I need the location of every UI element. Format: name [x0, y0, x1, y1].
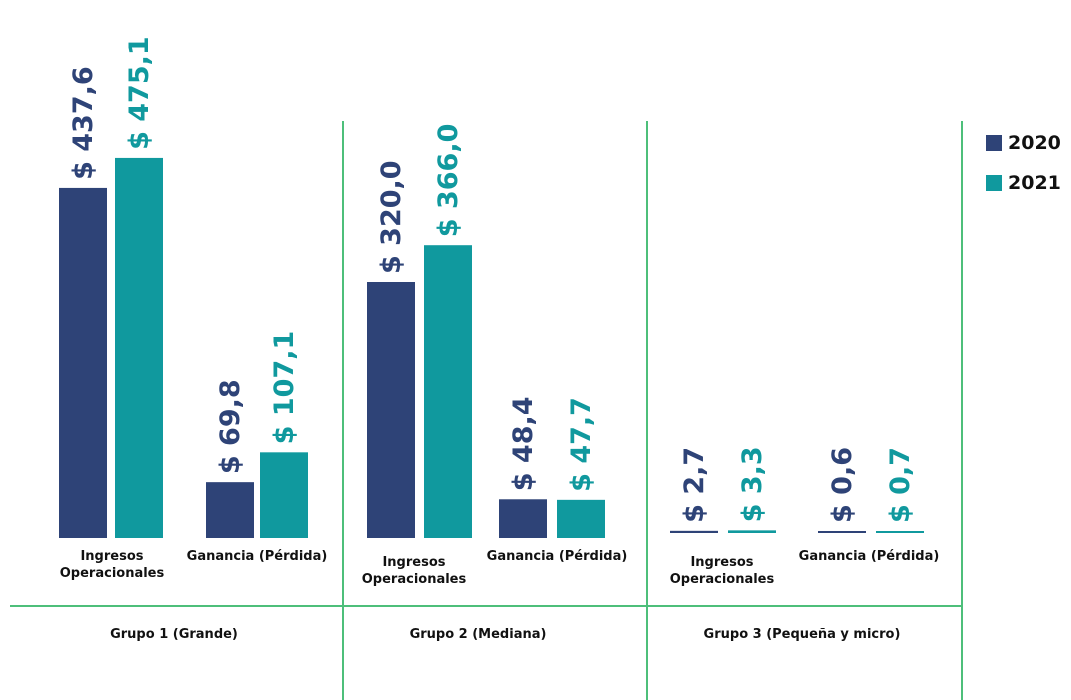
bar-g3-c2-2021	[876, 531, 924, 533]
bar-g2-c1-2020	[367, 282, 415, 538]
category-label-g2-c2-line1: Ganancia (Pérdida)	[487, 549, 628, 564]
bar-g3-c1-2021	[728, 530, 776, 533]
group-label-1: Grupo 1 (Grande)	[110, 627, 238, 642]
group-label-3: Grupo 3 (Pequeña y micro)	[704, 627, 901, 642]
bar-g1-c1-2021	[115, 157, 163, 539]
bar-g1-c1-2020	[59, 187, 107, 539]
bar-g1-c2-2020	[206, 482, 254, 538]
category-label-g2-c1-line1: Ingresos	[382, 555, 445, 570]
data-label-g2-c1-2020: $ 320,0	[376, 160, 407, 274]
data-label-g1-c2-2020: $ 69,8	[215, 379, 246, 474]
bar-g2-c1-2021	[424, 245, 472, 538]
bar-g3-c2-2020	[818, 531, 866, 533]
data-label-g1-c1-2021: $ 475,1	[124, 36, 155, 150]
data-label-g3-c1-2021: $ 3,3	[737, 446, 768, 522]
bar-g2-c2-2020	[499, 499, 547, 538]
chart-legend: 2020 2021	[986, 130, 1061, 210]
data-label-g3-c1-2020: $ 2,7	[679, 447, 710, 523]
data-label-g1-c1-2020: $ 437,6	[68, 66, 99, 180]
data-label-g2-c1-2021: $ 366,0	[433, 124, 464, 238]
data-label-g2-c2-2020: $ 48,4	[508, 396, 539, 491]
category-label-g3-c2-line1: Ganancia (Pérdida)	[799, 549, 940, 564]
legend-label-2021: 2021	[1008, 172, 1061, 194]
category-label-g3-c1-line1: Ingresos	[690, 555, 753, 570]
data-label-g1-c2-2021: $ 107,1	[269, 331, 300, 445]
bar-g3-c1-2020	[670, 530, 718, 533]
legend-item-2021: 2021	[986, 170, 1061, 196]
bar-g2-c2-2021	[557, 499, 605, 538]
category-label-g1-c1-line2: Operacionales	[60, 566, 165, 581]
data-label-g3-c2-2020: $ 0,6	[827, 447, 858, 523]
category-label-g1-c2-line1: Ganancia (Pérdida)	[187, 549, 328, 564]
legend-swatch-2021	[986, 175, 1002, 191]
category-label-g1-c1-line1: Ingresos	[80, 549, 143, 564]
category-label-g2-c1-line2: Operacionales	[362, 572, 467, 587]
legend-item-2020: 2020	[986, 130, 1061, 156]
data-label-g2-c2-2021: $ 47,7	[566, 397, 597, 492]
category-label-g3-c1-line2: Operacionales	[670, 572, 775, 587]
legend-swatch-2020	[986, 135, 1002, 151]
group-label-2: Grupo 2 (Mediana)	[410, 627, 547, 642]
legend-label-2020: 2020	[1008, 132, 1061, 154]
data-label-g3-c2-2021: $ 0,7	[885, 447, 916, 523]
bar-g1-c2-2021	[260, 452, 308, 538]
